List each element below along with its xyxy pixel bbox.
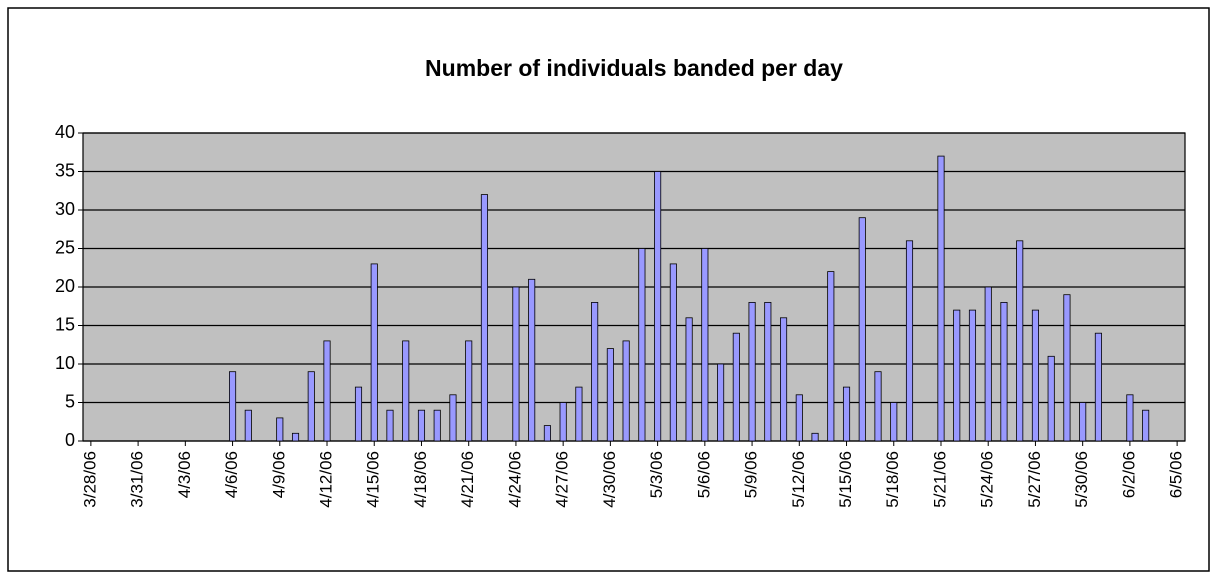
x-tick-label: 4/30/06 — [600, 451, 619, 508]
bar — [717, 363, 725, 442]
bar — [402, 340, 410, 442]
bar — [842, 386, 851, 442]
x-tick-label: 5/24/06 — [978, 451, 997, 508]
chart-title: Number of individuals banded per day — [425, 55, 843, 81]
x-tick-label: 4/9/06 — [269, 451, 288, 498]
bar — [732, 332, 740, 442]
bar — [1047, 355, 1055, 442]
x-tick-label: 5/15/06 — [836, 451, 855, 508]
bar — [654, 171, 662, 442]
bar — [559, 402, 567, 442]
bar — [433, 409, 441, 442]
x-tick-label: 4/12/06 — [316, 451, 335, 508]
bar — [323, 340, 331, 442]
x-tick-label: 5/3/06 — [647, 451, 666, 498]
bar — [1142, 409, 1150, 442]
bar — [748, 301, 756, 442]
bar — [1094, 332, 1102, 442]
x-tick-label: 5/27/06 — [1025, 451, 1044, 508]
bar — [465, 340, 473, 442]
x-tick-label: 6/2/06 — [1119, 451, 1138, 498]
bar — [575, 386, 583, 442]
x-tick-label: 3/28/06 — [80, 451, 99, 508]
bar — [638, 248, 646, 442]
bar — [1079, 402, 1087, 442]
x-tick-label: 4/21/06 — [458, 451, 477, 508]
y-tick-label: 10 — [55, 353, 75, 373]
bar — [874, 371, 882, 442]
bar — [780, 317, 788, 442]
bar — [276, 417, 284, 442]
bar — [417, 409, 426, 442]
x-tick-label: 4/3/06 — [175, 451, 194, 498]
x-tick-label: 5/6/06 — [694, 451, 713, 498]
bar — [701, 248, 709, 442]
x-tick-label: 4/6/06 — [222, 451, 241, 498]
bar — [229, 371, 237, 442]
bar — [1016, 240, 1024, 442]
x-tick-label: 6/5/06 — [1167, 451, 1186, 498]
bar — [937, 155, 945, 442]
bar — [811, 432, 819, 442]
y-tick-label: 35 — [55, 160, 75, 180]
bar — [622, 340, 630, 442]
y-tick-label: 20 — [55, 276, 75, 296]
x-tick-label: 5/18/06 — [883, 451, 902, 508]
y-tick-label: 15 — [55, 314, 75, 334]
x-tick-label: 4/27/06 — [553, 451, 572, 508]
bar — [354, 386, 363, 442]
bar — [291, 432, 300, 442]
bar — [543, 425, 551, 442]
bar — [890, 402, 898, 442]
bar — [512, 286, 520, 442]
bar — [449, 394, 457, 442]
x-tick-label: 4/15/06 — [364, 451, 383, 508]
bar — [858, 217, 866, 442]
x-tick-label: 5/12/06 — [789, 451, 808, 508]
bar — [1126, 394, 1134, 442]
bar — [685, 317, 693, 442]
bar — [953, 309, 961, 442]
bar — [528, 278, 536, 442]
bar — [1031, 309, 1039, 442]
bar — [307, 371, 315, 442]
x-tick-label: 5/21/06 — [930, 451, 949, 508]
bar — [370, 263, 378, 442]
y-tick-label: 0 — [65, 430, 75, 450]
x-tick-label: 4/18/06 — [411, 451, 430, 508]
bar — [984, 286, 992, 442]
bar — [1000, 301, 1008, 442]
bar — [795, 394, 803, 442]
bar — [244, 409, 252, 442]
x-tick-label: 5/9/06 — [742, 451, 761, 498]
bar — [827, 271, 835, 442]
y-tick-label: 40 — [55, 122, 75, 142]
bar — [591, 301, 599, 442]
y-tick-label: 25 — [55, 237, 75, 257]
plot-border — [82, 132, 1186, 442]
bar — [480, 194, 488, 442]
bar — [905, 240, 914, 442]
x-tick-label: 4/24/06 — [505, 451, 524, 508]
y-tick-label: 5 — [65, 391, 75, 411]
y-tick-label: 30 — [55, 199, 75, 219]
bar — [1063, 294, 1071, 442]
bar — [386, 409, 394, 442]
bar — [669, 263, 677, 442]
x-tick-label: 3/31/06 — [128, 451, 147, 508]
bar — [764, 301, 772, 442]
x-tick-label: 5/30/06 — [1072, 451, 1091, 508]
bar — [606, 348, 614, 442]
bar — [968, 309, 977, 442]
